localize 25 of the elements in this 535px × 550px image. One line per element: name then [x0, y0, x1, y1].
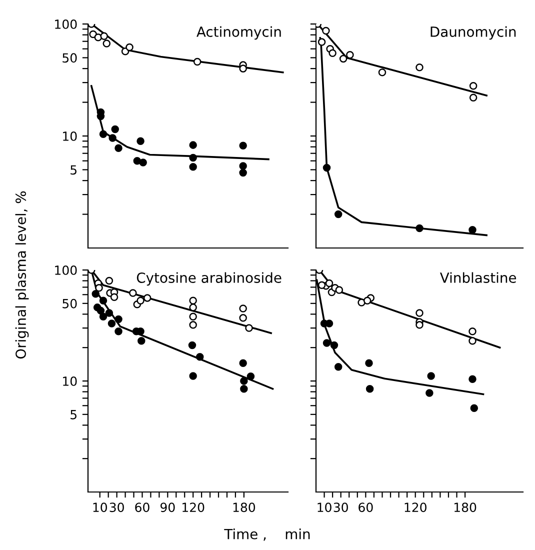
x-tick-label: 90 [160, 502, 175, 512]
y-tick-label: 50 [62, 53, 77, 63]
x-tick-label: 60 [358, 502, 373, 512]
chart-title: Actinomycin [196, 26, 281, 40]
chart-title: Daunomycin [430, 26, 516, 40]
x-tick-label: 120 [182, 502, 204, 512]
x-tick-label: 30 [110, 502, 124, 512]
x-tick-label: 30 [334, 502, 348, 512]
x-axis-title: Time , min [224, 528, 310, 541]
y-tick-label: 5 [70, 410, 76, 420]
x-tick-label: 180 [454, 502, 476, 512]
y-tick-label: 100 [55, 19, 77, 29]
x-tick-label: 120 [404, 502, 426, 512]
x-tick-label: 10 [318, 502, 332, 512]
y-tick-label: 10 [63, 131, 77, 141]
chart-title: Vinblastine [440, 272, 516, 283]
x-tick-label: 60 [135, 502, 150, 512]
y-tick-label: 10 [63, 376, 77, 386]
y-tick-label: 5 [70, 165, 76, 175]
y-axis-title: Original plasma level, % [15, 191, 29, 359]
x-tick-label: 180 [233, 502, 256, 512]
y-tick-label: 100 [55, 265, 77, 275]
y-tick-label: 50 [62, 298, 77, 308]
x-tick-label: 10 [93, 502, 107, 512]
chart-title: Cytosine arabinoside [136, 272, 282, 286]
